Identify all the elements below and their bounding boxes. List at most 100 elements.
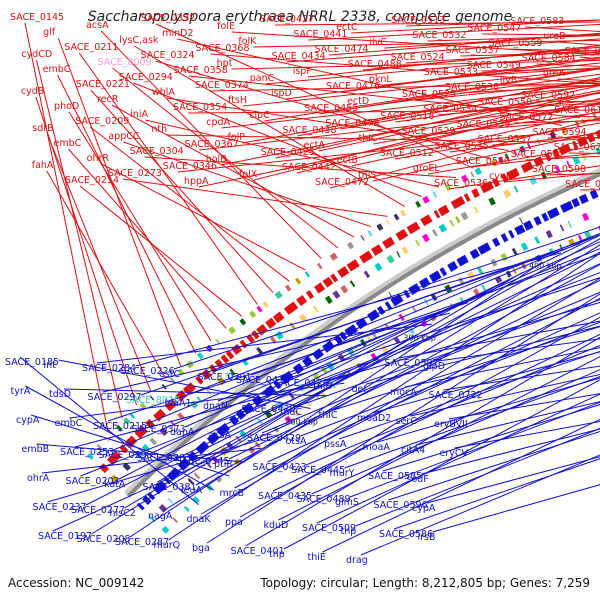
forward-gene-leader bbox=[373, 102, 600, 145]
forward-gene-label: SACE_0211 bbox=[64, 42, 118, 53]
misc-feature-outer bbox=[274, 290, 283, 300]
forward-gene-label: minD2 bbox=[162, 28, 193, 39]
forward-gene-label: folE bbox=[217, 21, 235, 32]
reverse-cds-feature bbox=[477, 242, 492, 255]
reverse-gene-leader bbox=[338, 350, 600, 440]
forward-cds-feature bbox=[382, 236, 395, 249]
forward-gene-leader bbox=[231, 59, 600, 70]
misc-feature-forward bbox=[332, 290, 341, 299]
reverse-gene-leader bbox=[278, 356, 600, 521]
reverse-cds-feature bbox=[136, 502, 145, 511]
misc-feature-outer bbox=[139, 402, 147, 410]
misc-feature-inner bbox=[408, 327, 415, 335]
reverse-gene-label: SACE_0297 bbox=[88, 392, 142, 403]
reverse-gene-leader bbox=[96, 323, 432, 364]
forward-gene-label: SACE_0434 bbox=[272, 51, 326, 62]
reverse-gene-label: ohrA bbox=[27, 473, 50, 484]
forward-gene-label: SACE_0518 bbox=[380, 111, 434, 122]
forward-cds-feature bbox=[506, 167, 520, 180]
forward-gene-leader bbox=[57, 37, 182, 367]
forward-gene-leader bbox=[155, 60, 492, 160]
forward-gene-leader bbox=[319, 68, 600, 115]
reverse-gene-label: SACE_0722 bbox=[429, 390, 483, 401]
reverse-gene-leader bbox=[333, 326, 600, 411]
misc-feature-forward bbox=[421, 233, 430, 243]
reverse-cds-feature bbox=[439, 267, 448, 277]
forward-gene-label: SACE_0598 bbox=[532, 164, 586, 175]
misc-feature-forward bbox=[374, 262, 383, 272]
misc-feature-forward bbox=[540, 171, 548, 180]
misc-feature-reverse bbox=[263, 409, 273, 419]
misc-feature-outer bbox=[87, 452, 94, 460]
reverse-gene-label: katA bbox=[104, 479, 126, 490]
misc-feature-forward bbox=[572, 156, 581, 165]
forward-gene-label: SACE_0374 bbox=[195, 80, 249, 91]
reverse-gene-label: nagA bbox=[148, 511, 173, 522]
forward-gene-leader bbox=[340, 83, 600, 130]
misc-feature-forward bbox=[196, 396, 203, 404]
misc-feature-outer bbox=[460, 174, 469, 183]
forward-cds-feature bbox=[337, 266, 350, 278]
forward-gene-label: SACE_0557 bbox=[478, 134, 532, 145]
misc-feature-outer bbox=[228, 326, 236, 335]
forward-gene-leader bbox=[286, 38, 600, 63]
misc-feature-forward bbox=[275, 330, 284, 340]
forward-gene-label: SACE_0513 bbox=[391, 15, 445, 26]
reverse-gene-leader bbox=[316, 393, 600, 524]
reverse-gene-label: SACE_0423 bbox=[253, 462, 307, 473]
forward-gene-leader bbox=[101, 163, 306, 271]
forward-gene-label: SACE_0525 bbox=[402, 89, 456, 100]
reverse-gene-label: SACE_0489 bbox=[297, 494, 351, 505]
reverse-gene-leader bbox=[212, 234, 600, 373]
forward-gene-leader bbox=[351, 111, 600, 167]
reverse-cds-feature bbox=[589, 189, 599, 200]
reverse-gene-leader bbox=[261, 291, 600, 434]
misc-feature-outer bbox=[317, 262, 323, 270]
scale-label: 200 kbp bbox=[285, 417, 318, 426]
misc-feature-outer bbox=[116, 424, 123, 432]
reverse-gene-label: SACE_0596 bbox=[374, 500, 428, 511]
reverse-gene-label: SACE_0277 bbox=[71, 505, 125, 516]
forward-gene-label: SACE_0367 bbox=[185, 139, 239, 150]
forward-gene-label: SACE_0478 bbox=[325, 118, 379, 129]
misc-feature-outer bbox=[526, 143, 532, 150]
forward-gene-label: ispD bbox=[271, 88, 292, 99]
reverse-gene-label: SACE_0401 bbox=[231, 546, 285, 557]
reverse-gene-label: acsA bbox=[209, 430, 232, 441]
reverse-cds-feature bbox=[500, 233, 509, 243]
reverse-gene-label: moaD2 bbox=[357, 413, 391, 424]
reverse-gene-leader bbox=[382, 404, 600, 472]
reverse-cds-feature bbox=[302, 356, 314, 368]
forward-gene-leader bbox=[351, 19, 600, 34]
reverse-gene-label: tdsD bbox=[49, 389, 71, 400]
forward-gene-label: SACE_0533 bbox=[424, 67, 478, 78]
misc-feature-reverse bbox=[193, 472, 200, 480]
misc-feature-reverse bbox=[500, 252, 509, 262]
forward-gene-leader bbox=[297, 77, 600, 137]
forward-gene-leader bbox=[318, 91, 600, 152]
forward-gene-label: SACE_0534 bbox=[423, 104, 477, 115]
forward-gene-label: ectA bbox=[304, 140, 326, 151]
forward-gene-label: SACE_0594 bbox=[533, 127, 587, 138]
forward-gene-label: SACE_0592 bbox=[521, 90, 575, 101]
misc-feature-reverse bbox=[149, 515, 156, 523]
scale-tick bbox=[388, 292, 394, 299]
forward-gene-label: appCC bbox=[108, 131, 140, 142]
reverse-gene-label: embC bbox=[55, 418, 83, 429]
forward-cds-feature bbox=[450, 196, 466, 209]
misc-feature-reverse bbox=[411, 305, 417, 313]
reverse-gene-label: SACE_0185 bbox=[5, 357, 59, 368]
forward-gene-label: SACE_0550 bbox=[478, 97, 532, 108]
reverse-gene-label: eryBVII bbox=[434, 419, 468, 430]
forward-gene-leader bbox=[123, 141, 372, 228]
forward-gene-label: SACE_0539 bbox=[456, 119, 510, 130]
forward-gene-leader bbox=[242, 68, 600, 107]
forward-gene-label: hpt bbox=[217, 58, 233, 69]
forward-gene-leader bbox=[68, 148, 227, 329]
misc-feature-outer bbox=[385, 219, 391, 226]
misc-feature-inner bbox=[370, 352, 378, 360]
forward-gene-label: SACE_0214 bbox=[65, 175, 119, 186]
reverse-gene-leader bbox=[289, 277, 600, 379]
misc-feature-outer bbox=[513, 149, 518, 156]
forward-gene-label: nth bbox=[151, 124, 167, 135]
